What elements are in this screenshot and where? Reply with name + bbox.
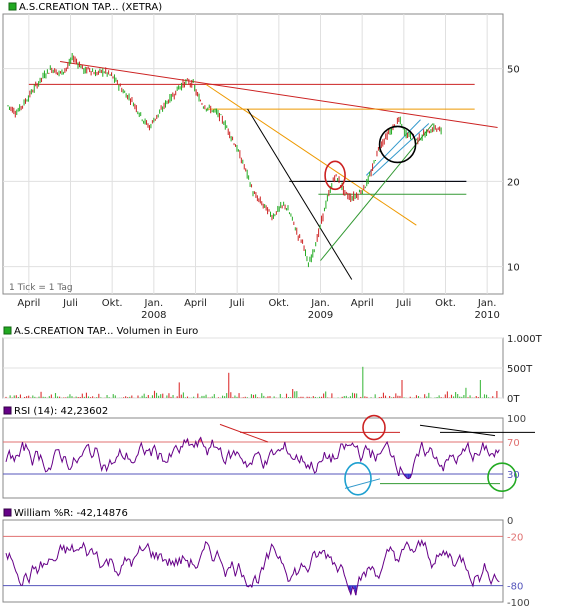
volume-y-ticks: 1.000T 500T 0T — [507, 334, 543, 405]
volume-title-icon — [3, 326, 12, 335]
rsi-title-icon — [3, 406, 12, 415]
price-year-label: 2010 — [474, 310, 499, 321]
price-x-tick-label: Jan. — [477, 298, 497, 309]
price-x-tick-label: Okt. — [102, 298, 123, 309]
highlight-circle — [378, 125, 417, 164]
osc-y-tick-label: -100 — [507, 598, 530, 609]
price-x-tick-label: April — [17, 298, 40, 309]
trendline — [205, 83, 417, 226]
osc-y-tick-label: 0 — [507, 516, 513, 527]
rsi-panel: RSI (14): 42,23602 100 70 30 — [2, 406, 535, 499]
price-year-label: 2009 — [308, 310, 333, 321]
williams-y-ticks: 0 -20 -80 -100 — [507, 516, 530, 609]
price-x-tick-label: April — [351, 298, 374, 309]
williams-panel-title: William %R: -42,14876 — [14, 508, 128, 519]
volume-panel-title: A.S.CREATION TAP... Volumen in Euro — [14, 326, 198, 337]
price-x-tick-label: Juli — [395, 298, 411, 309]
indicator-line — [5, 538, 500, 596]
rsi-trendline — [219, 423, 269, 443]
osc-y-tick-label: 30 — [507, 470, 520, 481]
volume-panel: A.S.CREATION TAP... Volumen in Euro 1.00… — [2, 326, 543, 405]
trendline — [320, 123, 434, 261]
rsi-highlight-circle — [487, 462, 517, 493]
price-y-ticks: 50 20 10 — [507, 65, 520, 274]
rsi-panel-title: RSI (14): 42,23602 — [14, 406, 108, 417]
volume-y-tick-label: 500T — [507, 364, 533, 375]
price-panel-title: A.S.CREATION TAP... (XETRA) — [19, 2, 162, 13]
rsi-line — [5, 436, 500, 480]
rsi-highlight-circle — [344, 461, 372, 496]
price-x-tick-label: April — [184, 298, 207, 309]
volume-y-tick-label: 1.000T — [507, 334, 543, 345]
volume-y-tick-label: 0T — [507, 394, 520, 405]
indicator-line — [5, 436, 500, 480]
osc-y-tick-label: -80 — [507, 582, 523, 593]
price-year-label: 2008 — [141, 310, 166, 321]
price-highlight-circles — [324, 125, 417, 191]
price-trendlines — [28, 61, 498, 280]
price-x-tick-label: Jan. — [310, 298, 330, 309]
volume-bars — [5, 366, 500, 398]
highlight-circle — [324, 160, 346, 191]
price-x-tick-label: Okt. — [435, 298, 456, 309]
osc-y-tick-label: -20 — [507, 532, 523, 543]
trendline — [372, 123, 430, 176]
trendline — [365, 119, 421, 176]
williams-grid — [3, 535, 503, 587]
price-plot-frame — [2, 13, 504, 295]
rsi-trendline — [419, 424, 496, 437]
williams-title-icon — [3, 508, 12, 517]
price-y-tick-label: 20 — [507, 177, 520, 188]
williams-line — [5, 538, 500, 596]
price-x-tick-label: Jan. — [144, 298, 164, 309]
rsi-grid — [3, 441, 503, 475]
price-x-tick-label: Juli — [62, 298, 78, 309]
price-y-tick-label: 50 — [507, 65, 520, 76]
osc-y-tick-label: 100 — [507, 414, 526, 425]
rsi-highlight-circle — [362, 414, 386, 441]
price-x-tick-label: Okt. — [268, 298, 289, 309]
trendline — [247, 108, 353, 280]
williams-panel: William %R: -42,14876 0 -20 -80 -100 — [2, 508, 530, 609]
rsi-annotations — [219, 414, 535, 496]
rsi-y-ticks: 100 70 30 — [507, 414, 526, 481]
price-y-tick-label: 10 — [507, 263, 520, 274]
trendline — [60, 61, 498, 128]
price-x-tick-label: Juli — [229, 298, 245, 309]
price-candles — [7, 52, 442, 268]
price-title-icon — [8, 2, 17, 11]
tick-annotation: 1 Tick = 1 Tag — [9, 283, 73, 293]
price-grid — [3, 14, 503, 294]
price-x-axis: April Juli Okt. Jan. April Juli Okt. Jan. April J… — [17, 298, 499, 321]
osc-y-tick-label: 70 — [507, 438, 520, 449]
rsi-trendline — [344, 478, 381, 489]
williams-plot-frame — [2, 519, 504, 603]
